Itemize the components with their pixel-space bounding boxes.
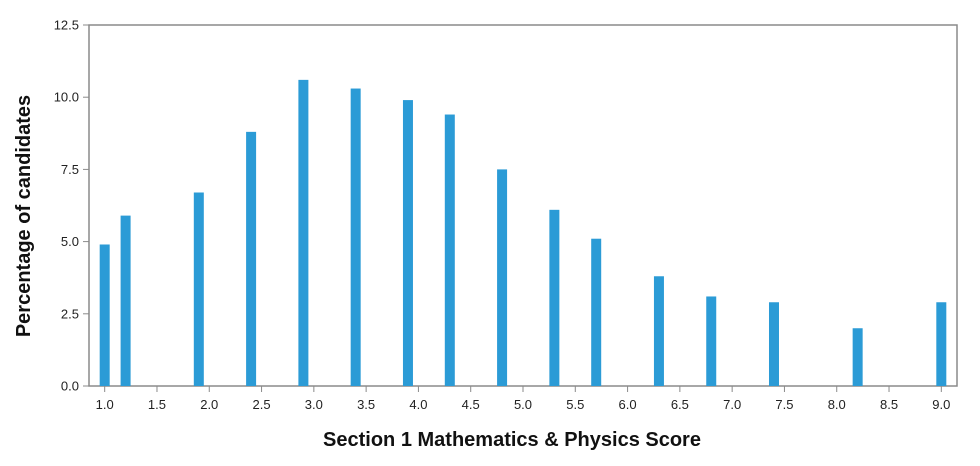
bar (653, 276, 664, 386)
bar (120, 215, 131, 386)
x-tick-label: 3.0 (305, 397, 323, 412)
x-tick-label: 2.0 (200, 397, 218, 412)
x-tick-label: 6.5 (671, 397, 689, 412)
y-tick-label: 7.5 (61, 162, 79, 177)
x-tick-label: 5.5 (566, 397, 584, 412)
bar (497, 169, 508, 386)
bar (298, 79, 309, 387)
bar (246, 131, 257, 386)
x-tick-label: 4.5 (462, 397, 480, 412)
x-tick-label: 6.0 (619, 397, 637, 412)
x-axis: 1.0 1.5 2.0 2.5 3.0 3.5 4.0 4.5 5.0 5.5 6.0 6.5 7.0 7… (96, 386, 950, 412)
y-axis-title: Percentage of candidates (13, 95, 35, 337)
x-tick-label: 8.0 (828, 397, 846, 412)
bar (591, 238, 602, 386)
bars-group (99, 79, 947, 387)
bar (444, 114, 455, 386)
y-tick-label: 10.0 (54, 90, 79, 105)
y-axis: 0.0 2.5 5.0 7.5 10.0 12.5 (54, 18, 89, 394)
x-tick-label: 3.5 (357, 397, 375, 412)
x-tick-label: 7.5 (775, 397, 793, 412)
bar (768, 302, 779, 386)
x-tick-label: 8.5 (880, 397, 898, 412)
y-tick-label: 2.5 (61, 306, 79, 321)
y-tick-label: 5.0 (61, 234, 79, 249)
bar (852, 328, 863, 386)
bar (193, 192, 204, 386)
x-tick-label: 5.0 (514, 397, 532, 412)
y-tick-label: 12.5 (54, 18, 79, 33)
y-tick-label: 0.0 (61, 379, 79, 394)
x-tick-label: 7.0 (723, 397, 741, 412)
bar (350, 88, 361, 386)
x-axis-title: Section 1 Mathematics & Physics Score (323, 429, 701, 451)
x-tick-label: 1.0 (96, 397, 114, 412)
bar (706, 296, 717, 386)
bar (549, 209, 560, 386)
plot-border (88, 24, 958, 387)
x-tick-label: 9.0 (932, 397, 950, 412)
plot-frame (88, 24, 958, 387)
bar (99, 244, 110, 386)
bar (936, 302, 947, 386)
x-tick-label: 4.0 (409, 397, 427, 412)
x-tick-label: 2.5 (253, 397, 271, 412)
x-tick-label: 1.5 (148, 397, 166, 412)
bar (402, 100, 413, 386)
